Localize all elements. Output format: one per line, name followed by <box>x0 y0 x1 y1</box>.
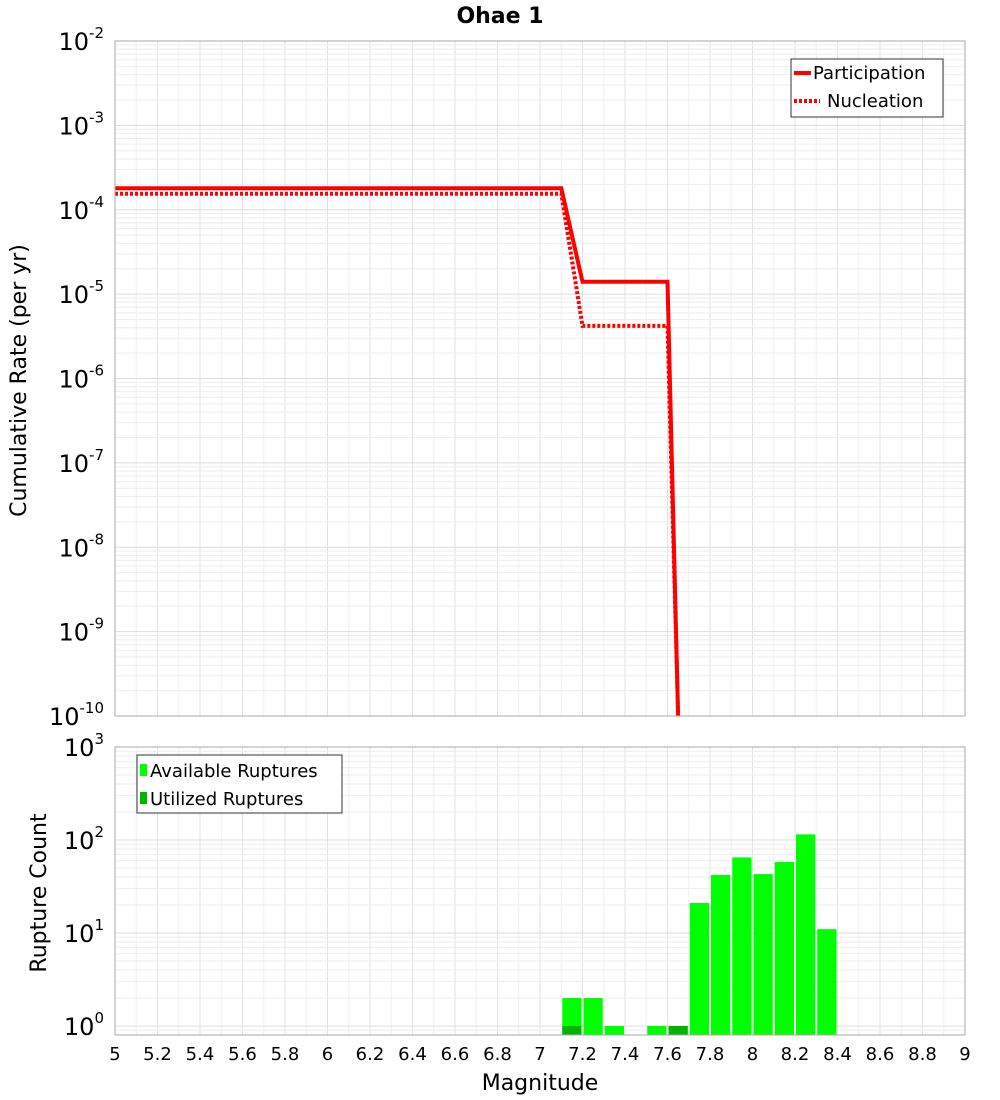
rate-plot-grid <box>114 40 966 717</box>
legend-swatch-utilized <box>140 792 147 804</box>
utilized-bar <box>562 1025 582 1035</box>
x-tick-label: 7.2 <box>568 1044 597 1065</box>
x-tick-label: 7.4 <box>611 1044 640 1065</box>
rupture-count-y-tick-label: 102 <box>64 823 104 855</box>
rate-plot-panel: 10-10 10-9 10-8 10-7 10-6 10-5 10-4 10-3 10-2 Cu… <box>7 24 966 731</box>
rupture-count-panel: 100 101 102 103 5 5.2 5.4 5.6 5.8 6 6.2 6.4 6.6 6.8 7… <box>27 730 971 1096</box>
rupture-count-legend: Available Ruptures Utilized Ruptures <box>136 754 343 814</box>
available-bar <box>817 929 837 1035</box>
rupture-count-y-ticks: 100 101 102 103 <box>64 730 104 1041</box>
rate-plot-y-tick-label: 10-4 <box>58 193 104 225</box>
rate-plot-y-tick-label: 10-10 <box>49 699 104 731</box>
x-tick-label: 5 <box>109 1044 120 1065</box>
series-line-nucleation <box>115 191 681 717</box>
available-bar <box>583 997 603 1035</box>
magnitude-x-axis-label: Magnitude <box>482 1071 599 1096</box>
available-bar <box>689 903 709 1035</box>
x-tick-label: 8.8 <box>908 1044 937 1065</box>
x-tick-label: 7 <box>534 1044 545 1065</box>
rate-plot-legend-box <box>790 58 944 118</box>
rupture-count-bars <box>562 834 837 1035</box>
x-tick-label: 8 <box>747 1044 758 1065</box>
legend-label-participation: Participation <box>813 63 925 84</box>
available-bar <box>753 874 773 1035</box>
rupture-count-y-axis-label: Rupture Count <box>27 813 52 973</box>
x-tick-label: 5.4 <box>186 1044 215 1065</box>
available-bar <box>796 834 816 1035</box>
rate-plot-y-tick-label: 10-7 <box>58 446 104 478</box>
rupture-count-y-tick-label: 101 <box>64 916 104 948</box>
x-tick-label: 5.2 <box>143 1044 172 1065</box>
rate-plot-y-tick-label: 10-3 <box>58 108 104 140</box>
legend-label-available: Available Ruptures <box>150 761 318 782</box>
rate-plot-y-axis-label: Cumulative Rate (per yr) <box>7 244 32 517</box>
utilized-bar <box>668 1025 688 1035</box>
x-tick-label: 5.6 <box>228 1044 257 1065</box>
legend-label-utilized: Utilized Ruptures <box>150 789 303 810</box>
x-tick-label: 8.2 <box>781 1044 810 1065</box>
rate-plot-frame <box>114 40 966 717</box>
chart-title: Ohae 1 <box>456 4 543 29</box>
available-bar <box>604 1025 624 1035</box>
x-tick-label: 7.6 <box>653 1044 682 1065</box>
x-tick-label: 7.8 <box>696 1044 725 1065</box>
available-bar <box>647 1025 667 1035</box>
available-bar <box>711 875 731 1035</box>
legend-swatch-available <box>140 764 147 776</box>
rupture-count-legend-box <box>136 754 343 814</box>
rate-plot-legend: Participation Nucleation <box>790 58 944 118</box>
rate-plot-y-tick-label: 10-6 <box>58 362 104 394</box>
rate-plot-series <box>115 186 681 717</box>
x-tick-label: 8.4 <box>823 1044 852 1065</box>
rupture-count-frame <box>114 746 966 1036</box>
x-tick-label: 6.4 <box>398 1044 427 1065</box>
x-tick-label: 9 <box>959 1044 970 1065</box>
x-tick-label: 6.6 <box>441 1044 470 1065</box>
rupture-count-y-tick-label: 103 <box>64 730 104 762</box>
series-line-participation <box>115 186 681 717</box>
x-tick-label: 5.8 <box>271 1044 300 1065</box>
x-tick-label: 8.6 <box>866 1044 895 1065</box>
rate-plot-y-ticks: 10-10 10-9 10-8 10-7 10-6 10-5 10-4 10-3 10-2 <box>49 24 104 731</box>
available-bar <box>562 997 582 1035</box>
rate-plot-y-tick-label: 10-2 <box>58 24 104 56</box>
magnitude-x-ticks: 5 5.2 5.4 5.6 5.8 6 6.2 6.4 6.6 6.8 7 7.2 7.4 7.6 7.8 8… <box>109 1044 970 1065</box>
legend-label-nucleation: Nucleation <box>827 91 923 112</box>
rupture-count-y-tick-label: 100 <box>64 1009 104 1041</box>
x-tick-label: 6.8 <box>483 1044 512 1065</box>
rate-plot-y-tick-label: 10-8 <box>58 530 104 562</box>
available-bar <box>732 857 752 1035</box>
rate-plot-y-tick-label: 10-9 <box>58 615 104 647</box>
available-bar <box>774 861 794 1035</box>
rate-plot-y-tick-label: 10-5 <box>58 277 104 309</box>
x-tick-label: 6 <box>322 1044 333 1065</box>
x-tick-label: 6.2 <box>356 1044 385 1065</box>
